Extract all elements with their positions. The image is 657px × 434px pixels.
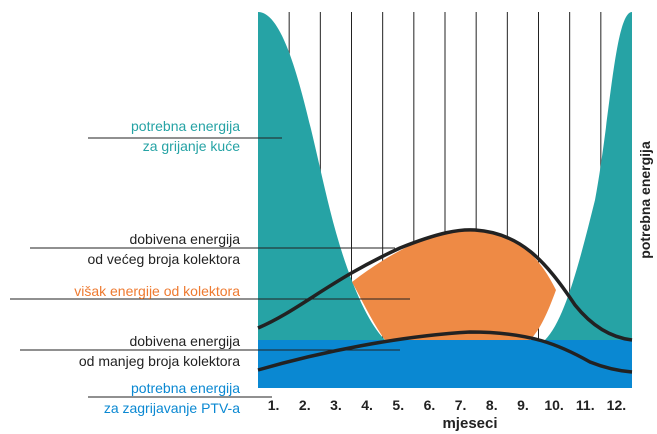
month-label: 7.: [455, 397, 467, 413]
annotation: potrebna energija: [131, 118, 240, 134]
y-axis-label: potrebna energija: [637, 141, 653, 259]
large-collector-curve: [257, 228, 633, 342]
small-collector-curve: [257, 330, 633, 374]
x-axis-label: mjeseci: [442, 415, 497, 432]
month-label: 12.: [607, 397, 626, 413]
annotation: potrebna energija: [131, 380, 240, 396]
annotations: potrebna energija za grijanje kuće dobiv…: [74, 118, 240, 416]
leader-lines: [10, 137, 410, 398]
month-label: 4.: [361, 397, 373, 413]
annotation: višak energije od kolektora: [74, 283, 240, 299]
annotation: za zagrijavanje PTV-a: [104, 400, 240, 416]
month-label: 2.: [299, 397, 311, 413]
month-label: 6.: [424, 397, 436, 413]
month-label: 8.: [486, 397, 498, 413]
annotation: od većeg broja kolektora: [87, 251, 240, 267]
month-label: 5.: [392, 397, 404, 413]
month-labels: 1. 2. 3. 4. 5. 6. 7. 8. 9. 10. 11. 12.: [268, 397, 626, 413]
month-label: 9.: [517, 397, 529, 413]
month-label: 10.: [544, 397, 563, 413]
month-label: 1.: [268, 397, 280, 413]
annotation: dobivena energija: [129, 231, 240, 247]
month-label: 11.: [576, 397, 595, 413]
heating-demand-area: [258, 12, 632, 388]
surplus-area: [352, 230, 556, 340]
dhw-demand-area: [258, 340, 632, 388]
plot: [257, 12, 633, 388]
month-label: 3.: [330, 397, 342, 413]
annotation: od manjeg broja kolektora: [79, 353, 240, 369]
annotation: za grijanje kuće: [143, 138, 240, 154]
annotation: dobivena energija: [129, 333, 240, 349]
